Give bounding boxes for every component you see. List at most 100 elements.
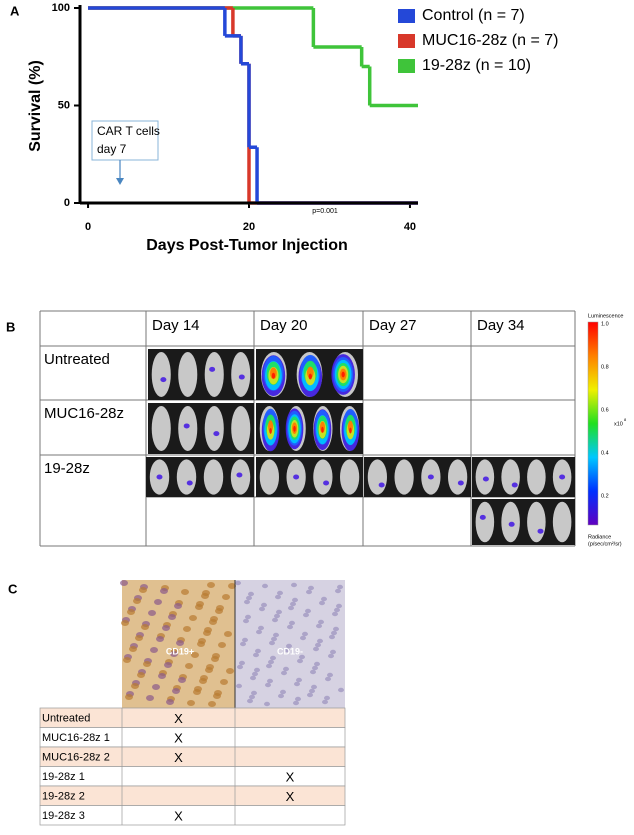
annotation: day 7 bbox=[97, 142, 127, 156]
nucleus bbox=[336, 603, 342, 609]
mark-x: X bbox=[286, 789, 295, 804]
x-tick-label: 0 bbox=[85, 221, 91, 233]
legend-label: Control (n = 7) bbox=[422, 7, 525, 24]
nucleus bbox=[265, 682, 271, 688]
nucleus bbox=[269, 640, 275, 646]
stain bbox=[127, 609, 135, 615]
nucleus bbox=[293, 700, 299, 706]
signal bbox=[323, 480, 330, 486]
signal bbox=[427, 474, 434, 480]
legend-swatch bbox=[398, 9, 415, 23]
stain bbox=[226, 668, 234, 674]
mouse-image bbox=[256, 403, 363, 454]
nucleus bbox=[316, 623, 322, 629]
y-tick-label: 100 bbox=[52, 2, 70, 14]
image-label: CD19- bbox=[277, 646, 303, 656]
stain bbox=[174, 603, 182, 609]
stain bbox=[148, 610, 156, 616]
nucleus bbox=[255, 648, 261, 654]
mouse bbox=[204, 406, 224, 451]
column-header: Day 20 bbox=[260, 317, 308, 334]
nucleus bbox=[318, 619, 324, 625]
nucleus bbox=[268, 659, 274, 665]
nucleus bbox=[272, 617, 278, 623]
nucleus bbox=[251, 690, 257, 696]
nucleus bbox=[270, 655, 276, 661]
signal bbox=[482, 476, 489, 482]
colorbar bbox=[587, 321, 599, 526]
signal bbox=[236, 472, 243, 478]
colorbar-caption: Radiance bbox=[588, 534, 611, 540]
mouse-image bbox=[472, 499, 575, 545]
signal bbox=[186, 480, 193, 486]
mouse bbox=[394, 459, 414, 495]
signal bbox=[293, 425, 296, 432]
nucleus bbox=[331, 630, 337, 636]
y-axis-label: Survival (%) bbox=[27, 60, 44, 152]
nucleus bbox=[300, 635, 306, 641]
nucleus bbox=[281, 670, 287, 676]
colorbar-tick: 0.4 bbox=[601, 450, 609, 456]
stain bbox=[187, 700, 195, 706]
nucleus bbox=[262, 583, 268, 589]
colorbar-tick: 0.8 bbox=[601, 364, 609, 370]
nucleus bbox=[264, 701, 270, 707]
colorbar-title: Luminescence bbox=[588, 313, 623, 319]
nucleus bbox=[287, 624, 293, 630]
signal bbox=[213, 431, 220, 437]
nucleus bbox=[253, 652, 259, 658]
stain bbox=[189, 615, 197, 621]
mouse-image bbox=[256, 349, 363, 400]
table-row bbox=[39, 766, 346, 787]
signal bbox=[479, 514, 486, 520]
stain bbox=[195, 604, 203, 610]
nucleus bbox=[294, 681, 300, 687]
colorbar-tick: 1.0 bbox=[601, 321, 609, 327]
stain bbox=[191, 652, 199, 658]
signal bbox=[209, 366, 216, 372]
annotation: CAR T cells bbox=[97, 124, 160, 138]
signal bbox=[268, 420, 274, 432]
signal bbox=[508, 521, 515, 527]
mouse bbox=[151, 352, 171, 397]
nucleus bbox=[267, 678, 273, 684]
panel-label: B bbox=[6, 319, 15, 334]
signal bbox=[293, 474, 300, 480]
mouse bbox=[176, 459, 197, 495]
row-label: 19-28z 3 bbox=[42, 810, 85, 822]
mouse bbox=[447, 459, 468, 495]
nucleus bbox=[310, 669, 316, 675]
legend-swatch bbox=[398, 59, 415, 73]
stain bbox=[172, 688, 180, 694]
row-label: MUC16-28z 2 bbox=[42, 752, 110, 764]
stain bbox=[178, 677, 186, 683]
nucleus bbox=[256, 629, 262, 635]
stain bbox=[143, 661, 151, 667]
mark-x: X bbox=[174, 750, 183, 765]
signal bbox=[341, 371, 345, 378]
table-row bbox=[39, 805, 346, 826]
nucleus bbox=[275, 594, 281, 600]
nucleus bbox=[309, 688, 315, 694]
stain bbox=[197, 641, 205, 647]
nucleus bbox=[299, 654, 305, 660]
nucleus bbox=[278, 693, 284, 699]
mouse-image bbox=[472, 457, 575, 497]
mouse-image bbox=[146, 457, 254, 497]
nucleus bbox=[295, 696, 301, 702]
stain bbox=[209, 619, 217, 625]
nucleus bbox=[252, 671, 258, 677]
nucleus bbox=[303, 612, 309, 618]
stain bbox=[218, 642, 226, 648]
stain bbox=[203, 630, 211, 636]
nucleus bbox=[243, 618, 249, 624]
row-label: MUC16-28z 1 bbox=[42, 732, 110, 744]
nucleus bbox=[284, 647, 290, 653]
signal bbox=[347, 420, 353, 433]
row-label: 19-28z 2 bbox=[42, 791, 85, 803]
nucleus bbox=[292, 597, 298, 603]
stain bbox=[228, 583, 236, 589]
stain bbox=[125, 694, 133, 700]
stain bbox=[120, 580, 128, 586]
colorbar-scale: x10 bbox=[614, 421, 623, 427]
